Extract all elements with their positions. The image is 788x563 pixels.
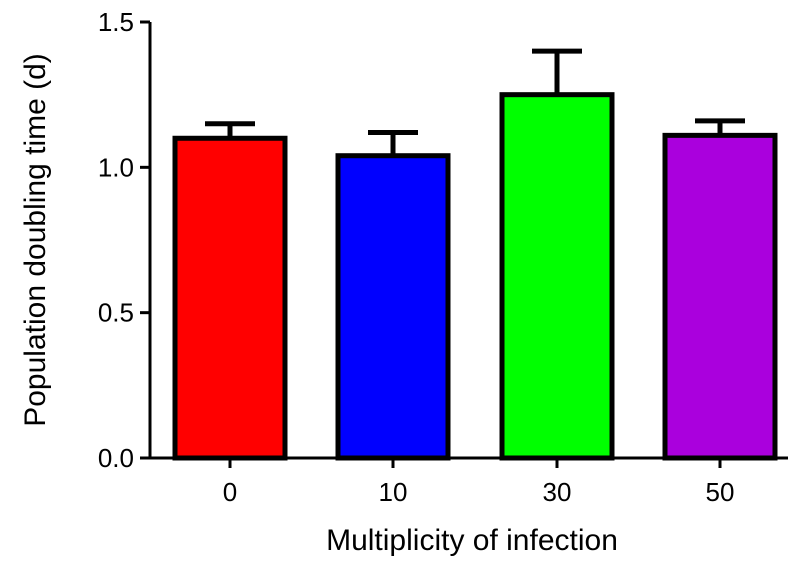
error-bar-10 (368, 129, 418, 156)
y-tick-label: 1.0 (98, 152, 134, 182)
y-axis-title: Population doubling time (d) (19, 53, 52, 427)
y-tick-label: 1.5 (98, 7, 134, 37)
error-bar-0 (205, 121, 255, 139)
error-bar-50 (695, 118, 745, 136)
x-tick-label: 30 (543, 477, 572, 507)
x-tick-label: 0 (223, 477, 237, 507)
x-ticks: 0 10 30 50 (223, 458, 735, 507)
y-ticks: 0.0 0.5 1.0 1.5 (98, 7, 150, 473)
bar-0 (172, 135, 288, 461)
bar-30 (499, 92, 615, 461)
error-bar-30 (532, 48, 582, 95)
x-axis-title: Multiplicity of infection (326, 524, 618, 557)
y-tick-label: 0.5 (98, 298, 134, 328)
x-tick-label: 50 (706, 477, 735, 507)
bars-layer (172, 92, 778, 461)
error-bars-layer (205, 48, 745, 156)
y-tick-label: 0.0 (98, 443, 134, 473)
x-tick-label: 10 (379, 477, 408, 507)
bar-50 (662, 132, 778, 461)
axes-layer (148, 22, 788, 460)
bar-10 (335, 153, 451, 461)
